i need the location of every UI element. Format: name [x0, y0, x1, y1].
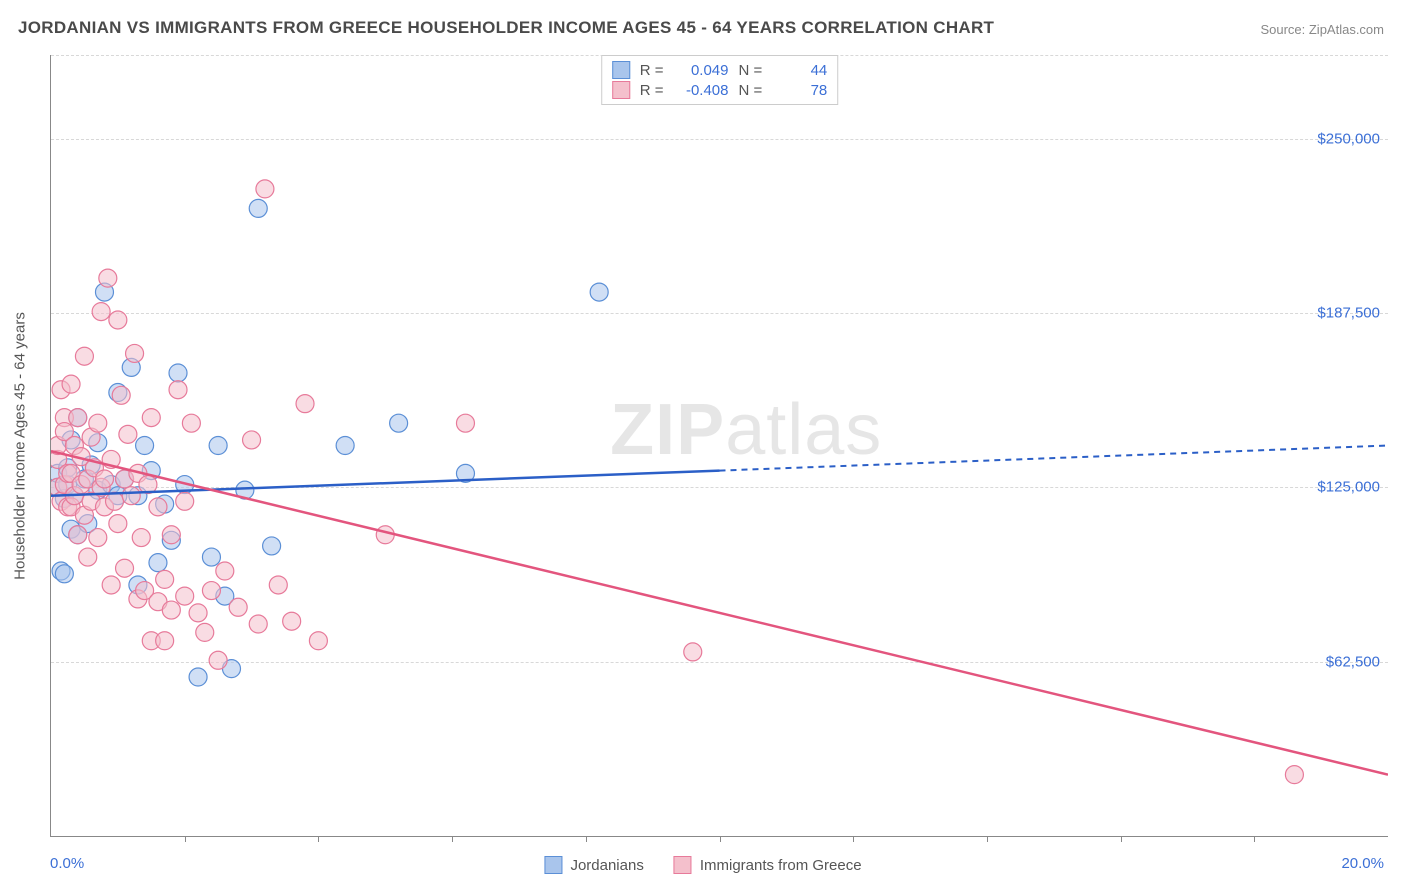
- data-point: [142, 409, 160, 427]
- legend-swatch: [674, 856, 692, 874]
- data-point: [229, 598, 247, 616]
- data-point: [69, 409, 87, 427]
- legend-item: Immigrants from Greece: [674, 856, 862, 874]
- data-point: [309, 632, 327, 650]
- x-tick: [1254, 836, 1255, 842]
- data-point: [156, 632, 174, 650]
- legend-swatch: [612, 61, 630, 79]
- trend-line-extrapolated: [720, 446, 1389, 471]
- data-point: [269, 576, 287, 594]
- x-tick: [1121, 836, 1122, 842]
- data-point: [176, 587, 194, 605]
- x-tick: [318, 836, 319, 842]
- legend-label: Jordanians: [570, 857, 643, 874]
- source-label: Source:: [1260, 22, 1308, 37]
- data-point: [684, 643, 702, 661]
- x-tick: [853, 836, 854, 842]
- data-point: [162, 601, 180, 619]
- series-legend: Jordanians Immigrants from Greece: [544, 856, 861, 874]
- x-tick: [720, 836, 721, 842]
- n-label: N =: [739, 62, 763, 79]
- data-point: [176, 492, 194, 510]
- data-point: [202, 548, 220, 566]
- data-point: [243, 431, 261, 449]
- trend-line: [51, 451, 1388, 775]
- data-point: [336, 437, 354, 455]
- data-point: [149, 498, 167, 516]
- r-value: -0.408: [674, 82, 729, 99]
- data-point: [99, 269, 117, 287]
- data-point: [202, 582, 220, 600]
- x-axis-min-label: 0.0%: [50, 855, 84, 872]
- data-point: [55, 565, 73, 583]
- x-tick: [586, 836, 587, 842]
- data-point: [189, 604, 207, 622]
- data-point: [109, 515, 127, 533]
- chart-container: JORDANIAN VS IMMIGRANTS FROM GREECE HOUS…: [0, 0, 1406, 892]
- legend-swatch: [612, 81, 630, 99]
- x-tick: [452, 836, 453, 842]
- data-point: [209, 437, 227, 455]
- data-point: [249, 199, 267, 217]
- data-point: [102, 576, 120, 594]
- data-point: [182, 414, 200, 432]
- chart-title: JORDANIAN VS IMMIGRANTS FROM GREECE HOUS…: [18, 18, 994, 38]
- data-point: [69, 526, 87, 544]
- data-point: [283, 612, 301, 630]
- data-point: [89, 414, 107, 432]
- data-point: [456, 414, 474, 432]
- data-point: [132, 529, 150, 547]
- n-value: 44: [772, 62, 827, 79]
- data-point: [116, 559, 134, 577]
- data-point: [249, 615, 267, 633]
- data-point: [263, 537, 281, 555]
- data-point: [109, 311, 127, 329]
- data-point: [119, 425, 137, 443]
- data-point: [95, 470, 113, 488]
- r-label: R =: [640, 82, 664, 99]
- n-value: 78: [772, 82, 827, 99]
- data-point: [75, 347, 93, 365]
- data-point: [256, 180, 274, 198]
- y-axis-label: Householder Income Ages 45 - 64 years: [12, 312, 29, 580]
- data-point: [196, 623, 214, 641]
- r-value: 0.049: [674, 62, 729, 79]
- data-point: [62, 375, 80, 393]
- data-point: [189, 668, 207, 686]
- data-point: [126, 344, 144, 362]
- legend-swatch: [544, 856, 562, 874]
- data-point: [162, 526, 180, 544]
- data-point: [92, 303, 110, 321]
- x-axis-max-label: 20.0%: [1341, 855, 1384, 872]
- correlation-legend-row: R = -0.408 N = 78: [612, 80, 828, 100]
- data-point: [122, 487, 140, 505]
- legend-label: Immigrants from Greece: [700, 857, 862, 874]
- chart-svg: [51, 55, 1388, 836]
- data-point: [169, 364, 187, 382]
- n-label: N =: [739, 82, 763, 99]
- data-point: [106, 492, 124, 510]
- correlation-legend-row: R = 0.049 N = 44: [612, 60, 828, 80]
- x-tick: [987, 836, 988, 842]
- source-attribution: Source: ZipAtlas.com: [1260, 22, 1384, 37]
- data-point: [169, 381, 187, 399]
- data-point: [1285, 766, 1303, 784]
- data-point: [590, 283, 608, 301]
- plot-area: R = 0.049 N = 44 R = -0.408 N = 78 ZIPat…: [50, 55, 1388, 837]
- data-point: [156, 570, 174, 588]
- data-point: [112, 386, 130, 404]
- r-label: R =: [640, 62, 664, 79]
- legend-item: Jordanians: [544, 856, 643, 874]
- data-point: [89, 529, 107, 547]
- source-link[interactable]: ZipAtlas.com: [1309, 22, 1384, 37]
- data-point: [296, 395, 314, 413]
- data-point: [390, 414, 408, 432]
- data-point: [79, 548, 97, 566]
- data-point: [136, 437, 154, 455]
- x-tick: [185, 836, 186, 842]
- data-point: [209, 651, 227, 669]
- data-point: [149, 554, 167, 572]
- correlation-legend: R = 0.049 N = 44 R = -0.408 N = 78: [601, 55, 839, 105]
- data-point: [216, 562, 234, 580]
